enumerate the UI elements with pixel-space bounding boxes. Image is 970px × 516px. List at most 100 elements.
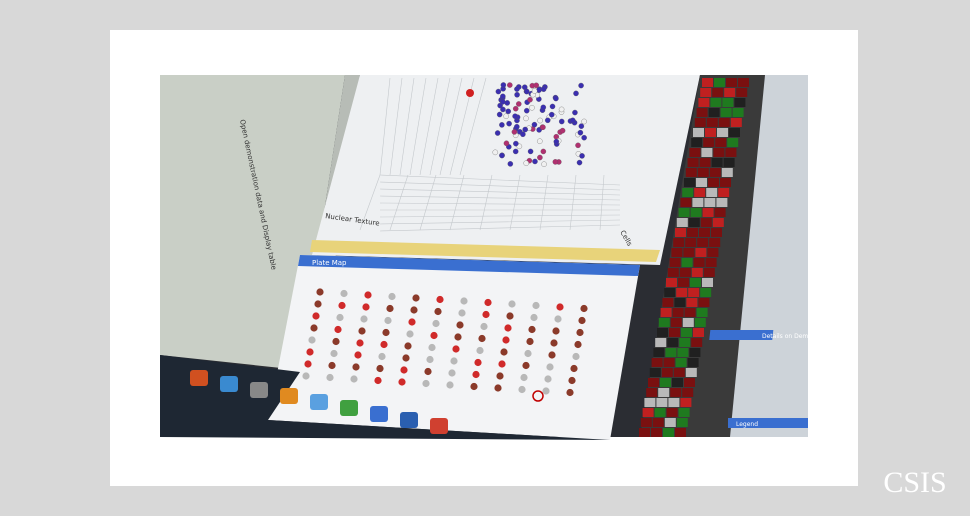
highlight-point bbox=[466, 89, 474, 97]
heat-cell bbox=[707, 248, 719, 257]
point bbox=[512, 148, 519, 155]
grid-line bbox=[419, 174, 437, 231]
heat-cell bbox=[711, 228, 722, 237]
heat-cell bbox=[697, 168, 709, 177]
point bbox=[497, 102, 503, 109]
heat-cell bbox=[703, 268, 715, 277]
well bbox=[328, 361, 336, 370]
heat-cell bbox=[682, 188, 694, 197]
well bbox=[378, 352, 386, 361]
well bbox=[430, 331, 438, 340]
heat-cell bbox=[702, 208, 714, 217]
heat-cell bbox=[706, 118, 718, 127]
well bbox=[458, 309, 466, 317]
point bbox=[578, 82, 584, 89]
point bbox=[581, 118, 587, 125]
heat-cell bbox=[655, 338, 667, 347]
heat-cell bbox=[663, 428, 674, 437]
point bbox=[520, 131, 526, 137]
well bbox=[408, 318, 416, 326]
heat-cell bbox=[720, 108, 732, 117]
well bbox=[530, 313, 538, 322]
point bbox=[573, 90, 579, 97]
well bbox=[568, 376, 576, 385]
well bbox=[448, 369, 456, 377]
point bbox=[523, 88, 530, 95]
heat-cell bbox=[698, 298, 710, 307]
point bbox=[505, 108, 511, 115]
heat-cell bbox=[693, 128, 704, 137]
point bbox=[578, 123, 585, 129]
grid-line bbox=[359, 174, 381, 231]
heat-cell bbox=[679, 268, 691, 277]
heat-cell bbox=[698, 98, 710, 107]
well bbox=[434, 307, 442, 316]
well bbox=[474, 358, 482, 367]
point bbox=[531, 121, 538, 128]
taskbar-icon bbox=[340, 400, 358, 416]
heat-cell bbox=[654, 408, 666, 417]
heat-cell bbox=[721, 168, 733, 177]
well bbox=[386, 304, 394, 313]
well bbox=[388, 292, 396, 301]
point bbox=[512, 113, 518, 119]
heat-cell bbox=[701, 148, 713, 157]
heat-cell bbox=[675, 428, 686, 437]
grid-line bbox=[379, 195, 621, 201]
well bbox=[356, 339, 364, 347]
taskbar-icon bbox=[430, 418, 448, 434]
grid-line bbox=[389, 77, 403, 176]
heat-cell bbox=[694, 118, 706, 127]
heat-cell bbox=[689, 348, 701, 357]
well bbox=[302, 372, 310, 380]
heat-cell bbox=[691, 338, 703, 347]
point bbox=[507, 82, 513, 88]
grid-line bbox=[419, 77, 439, 176]
grid-line bbox=[379, 77, 391, 176]
point bbox=[572, 109, 578, 116]
well bbox=[470, 382, 478, 391]
point bbox=[533, 82, 540, 89]
heat-cell bbox=[652, 418, 664, 427]
heat-cell bbox=[676, 288, 688, 297]
well bbox=[350, 375, 358, 383]
well bbox=[548, 351, 556, 359]
heat-cell bbox=[736, 88, 748, 97]
well bbox=[518, 385, 526, 394]
point bbox=[523, 107, 530, 114]
heat-cell bbox=[684, 308, 696, 317]
point bbox=[540, 86, 547, 92]
heat-cell bbox=[669, 328, 680, 337]
heat-cell bbox=[718, 118, 730, 127]
well bbox=[572, 352, 580, 361]
grid-line bbox=[389, 174, 409, 231]
point bbox=[504, 100, 510, 106]
heat-cell bbox=[644, 398, 656, 407]
well bbox=[332, 337, 340, 346]
point bbox=[503, 140, 510, 147]
heat-cell bbox=[699, 228, 710, 237]
well bbox=[354, 351, 362, 359]
heat-cell bbox=[712, 218, 724, 227]
well bbox=[566, 388, 574, 397]
well bbox=[304, 360, 312, 368]
heat-cell bbox=[685, 368, 697, 377]
point bbox=[523, 115, 529, 122]
well bbox=[376, 364, 384, 373]
heat-cell bbox=[715, 138, 727, 147]
well bbox=[426, 355, 434, 364]
well bbox=[400, 366, 408, 374]
plate-map-titlebar bbox=[298, 255, 640, 276]
well bbox=[446, 381, 454, 389]
well bbox=[550, 339, 558, 347]
point bbox=[532, 158, 538, 165]
point bbox=[553, 138, 560, 145]
heat-cell bbox=[703, 138, 715, 147]
point bbox=[531, 88, 538, 94]
well bbox=[334, 325, 342, 334]
well bbox=[552, 327, 560, 335]
well bbox=[546, 363, 554, 371]
well bbox=[326, 373, 334, 382]
taskbar-icon bbox=[280, 388, 298, 404]
heat-cell bbox=[693, 258, 705, 267]
